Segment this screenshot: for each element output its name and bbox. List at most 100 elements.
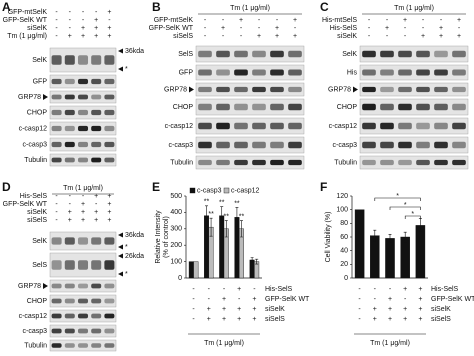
x-axis-label: Tm (1 μg/ml) xyxy=(370,340,410,347)
blot-label: SelS xyxy=(178,51,193,58)
blot-band xyxy=(91,141,102,148)
condition-label: GFP-SelK WT xyxy=(265,296,310,303)
condition-sign: + xyxy=(207,316,211,323)
blot-strip xyxy=(359,98,469,116)
blot-band xyxy=(51,328,62,334)
blot-band xyxy=(380,141,394,149)
y-axis-label-line: (% of control) xyxy=(163,216,170,258)
legend-swatch xyxy=(189,187,196,194)
error-bar xyxy=(235,207,239,228)
blot-label: c-casp3 xyxy=(22,328,47,335)
blot-label: Tubulin xyxy=(170,159,193,166)
blot-band xyxy=(434,50,448,58)
panel-letter: C xyxy=(320,0,329,14)
comparison-bracket xyxy=(374,197,421,201)
condition-sign: + xyxy=(439,33,443,40)
condition-sign: + xyxy=(237,286,241,293)
condition-sign: + xyxy=(81,209,85,216)
condition-sign: + xyxy=(107,9,111,16)
blot-band xyxy=(270,86,284,93)
blot-strip xyxy=(49,339,117,352)
condition-label: His-mtSelS xyxy=(322,17,357,24)
blot-label: CHOP xyxy=(337,104,358,111)
blot-band xyxy=(198,141,212,149)
blot-band xyxy=(91,237,102,245)
blot-label: SelK xyxy=(32,57,47,64)
blot-band xyxy=(104,125,115,132)
blot-band xyxy=(51,94,62,100)
y-tick-label: 40 xyxy=(340,248,348,255)
marker-label: 36kda xyxy=(125,232,144,239)
panel-letter: A xyxy=(2,0,11,14)
blot-band xyxy=(252,103,266,111)
condition-label: siSelK xyxy=(27,209,47,216)
condition-label: GFP-mtSelK xyxy=(8,9,48,16)
condition-sign: - xyxy=(55,193,58,200)
condition-sign: - xyxy=(192,286,195,293)
blot-band xyxy=(452,69,466,76)
blot-label: CHOP xyxy=(27,298,48,305)
marker-arrow xyxy=(118,48,123,54)
condition-sign: - xyxy=(55,201,58,208)
blot-band xyxy=(64,313,75,319)
condition-sign: - xyxy=(95,9,98,16)
blot-strip xyxy=(49,279,117,293)
blot-label: c-casp3 xyxy=(22,141,47,148)
blot-band xyxy=(198,69,212,76)
blot-band xyxy=(77,109,89,116)
condition-sign: - xyxy=(223,286,226,293)
marker-arrow xyxy=(118,66,123,72)
band-pointer xyxy=(189,86,194,93)
condition-sign: + xyxy=(107,193,111,200)
blot-band xyxy=(104,109,115,116)
blot-band xyxy=(452,141,466,149)
blot-band xyxy=(270,69,284,76)
y-tick-label: 200 xyxy=(170,242,182,249)
condition-sign: + xyxy=(107,217,111,224)
condition-sign: + xyxy=(418,306,422,313)
condition-sign: + xyxy=(385,25,389,32)
blot-band xyxy=(270,122,284,130)
blot-band xyxy=(270,141,284,149)
condition-sign: - xyxy=(458,25,461,32)
blot-band xyxy=(288,50,302,58)
condition-sign: - xyxy=(258,17,261,24)
condition-label: His-SelS xyxy=(265,286,293,293)
marker-label: 26kda xyxy=(125,253,144,260)
condition-sign: - xyxy=(386,17,389,24)
blot-band xyxy=(398,86,412,93)
blot-band xyxy=(91,157,102,163)
blot-band xyxy=(77,237,89,245)
condition-label: GFP-SelK WT xyxy=(431,296,474,303)
blot-band xyxy=(77,157,89,163)
y-tick-label: 400 xyxy=(170,209,182,216)
blot-label: c-casp12 xyxy=(329,123,358,130)
condition-sign: - xyxy=(358,286,361,293)
condition-sign: + xyxy=(222,316,226,323)
condition-sign: + xyxy=(81,33,85,40)
blot-band xyxy=(91,260,102,270)
blot-band xyxy=(416,141,430,149)
blot-band xyxy=(234,103,248,111)
band-pointer xyxy=(43,283,48,289)
condition-label: His-SelS xyxy=(330,25,358,32)
condition-sign: + xyxy=(81,25,85,32)
blot-band xyxy=(288,141,302,149)
condition-sign: - xyxy=(55,209,58,216)
condition-label: Tm (1 μg/ml) xyxy=(7,33,47,40)
blot-band xyxy=(51,78,62,85)
condition-sign: + xyxy=(107,25,111,32)
condition-sign: - xyxy=(55,33,58,40)
condition-sign: + xyxy=(107,201,111,208)
blot-band xyxy=(77,298,89,304)
blot-band xyxy=(104,298,115,304)
condition-sign: - xyxy=(374,286,377,293)
blot-band xyxy=(452,159,466,166)
blot-band xyxy=(216,159,230,166)
y-axis-label-line: Relative Intensity xyxy=(155,210,162,264)
blot-band xyxy=(452,103,466,111)
blot-band xyxy=(416,159,430,166)
legend-label: c-casp12 xyxy=(231,187,260,194)
condition-sign: + xyxy=(457,17,461,24)
blot-band xyxy=(234,122,248,130)
